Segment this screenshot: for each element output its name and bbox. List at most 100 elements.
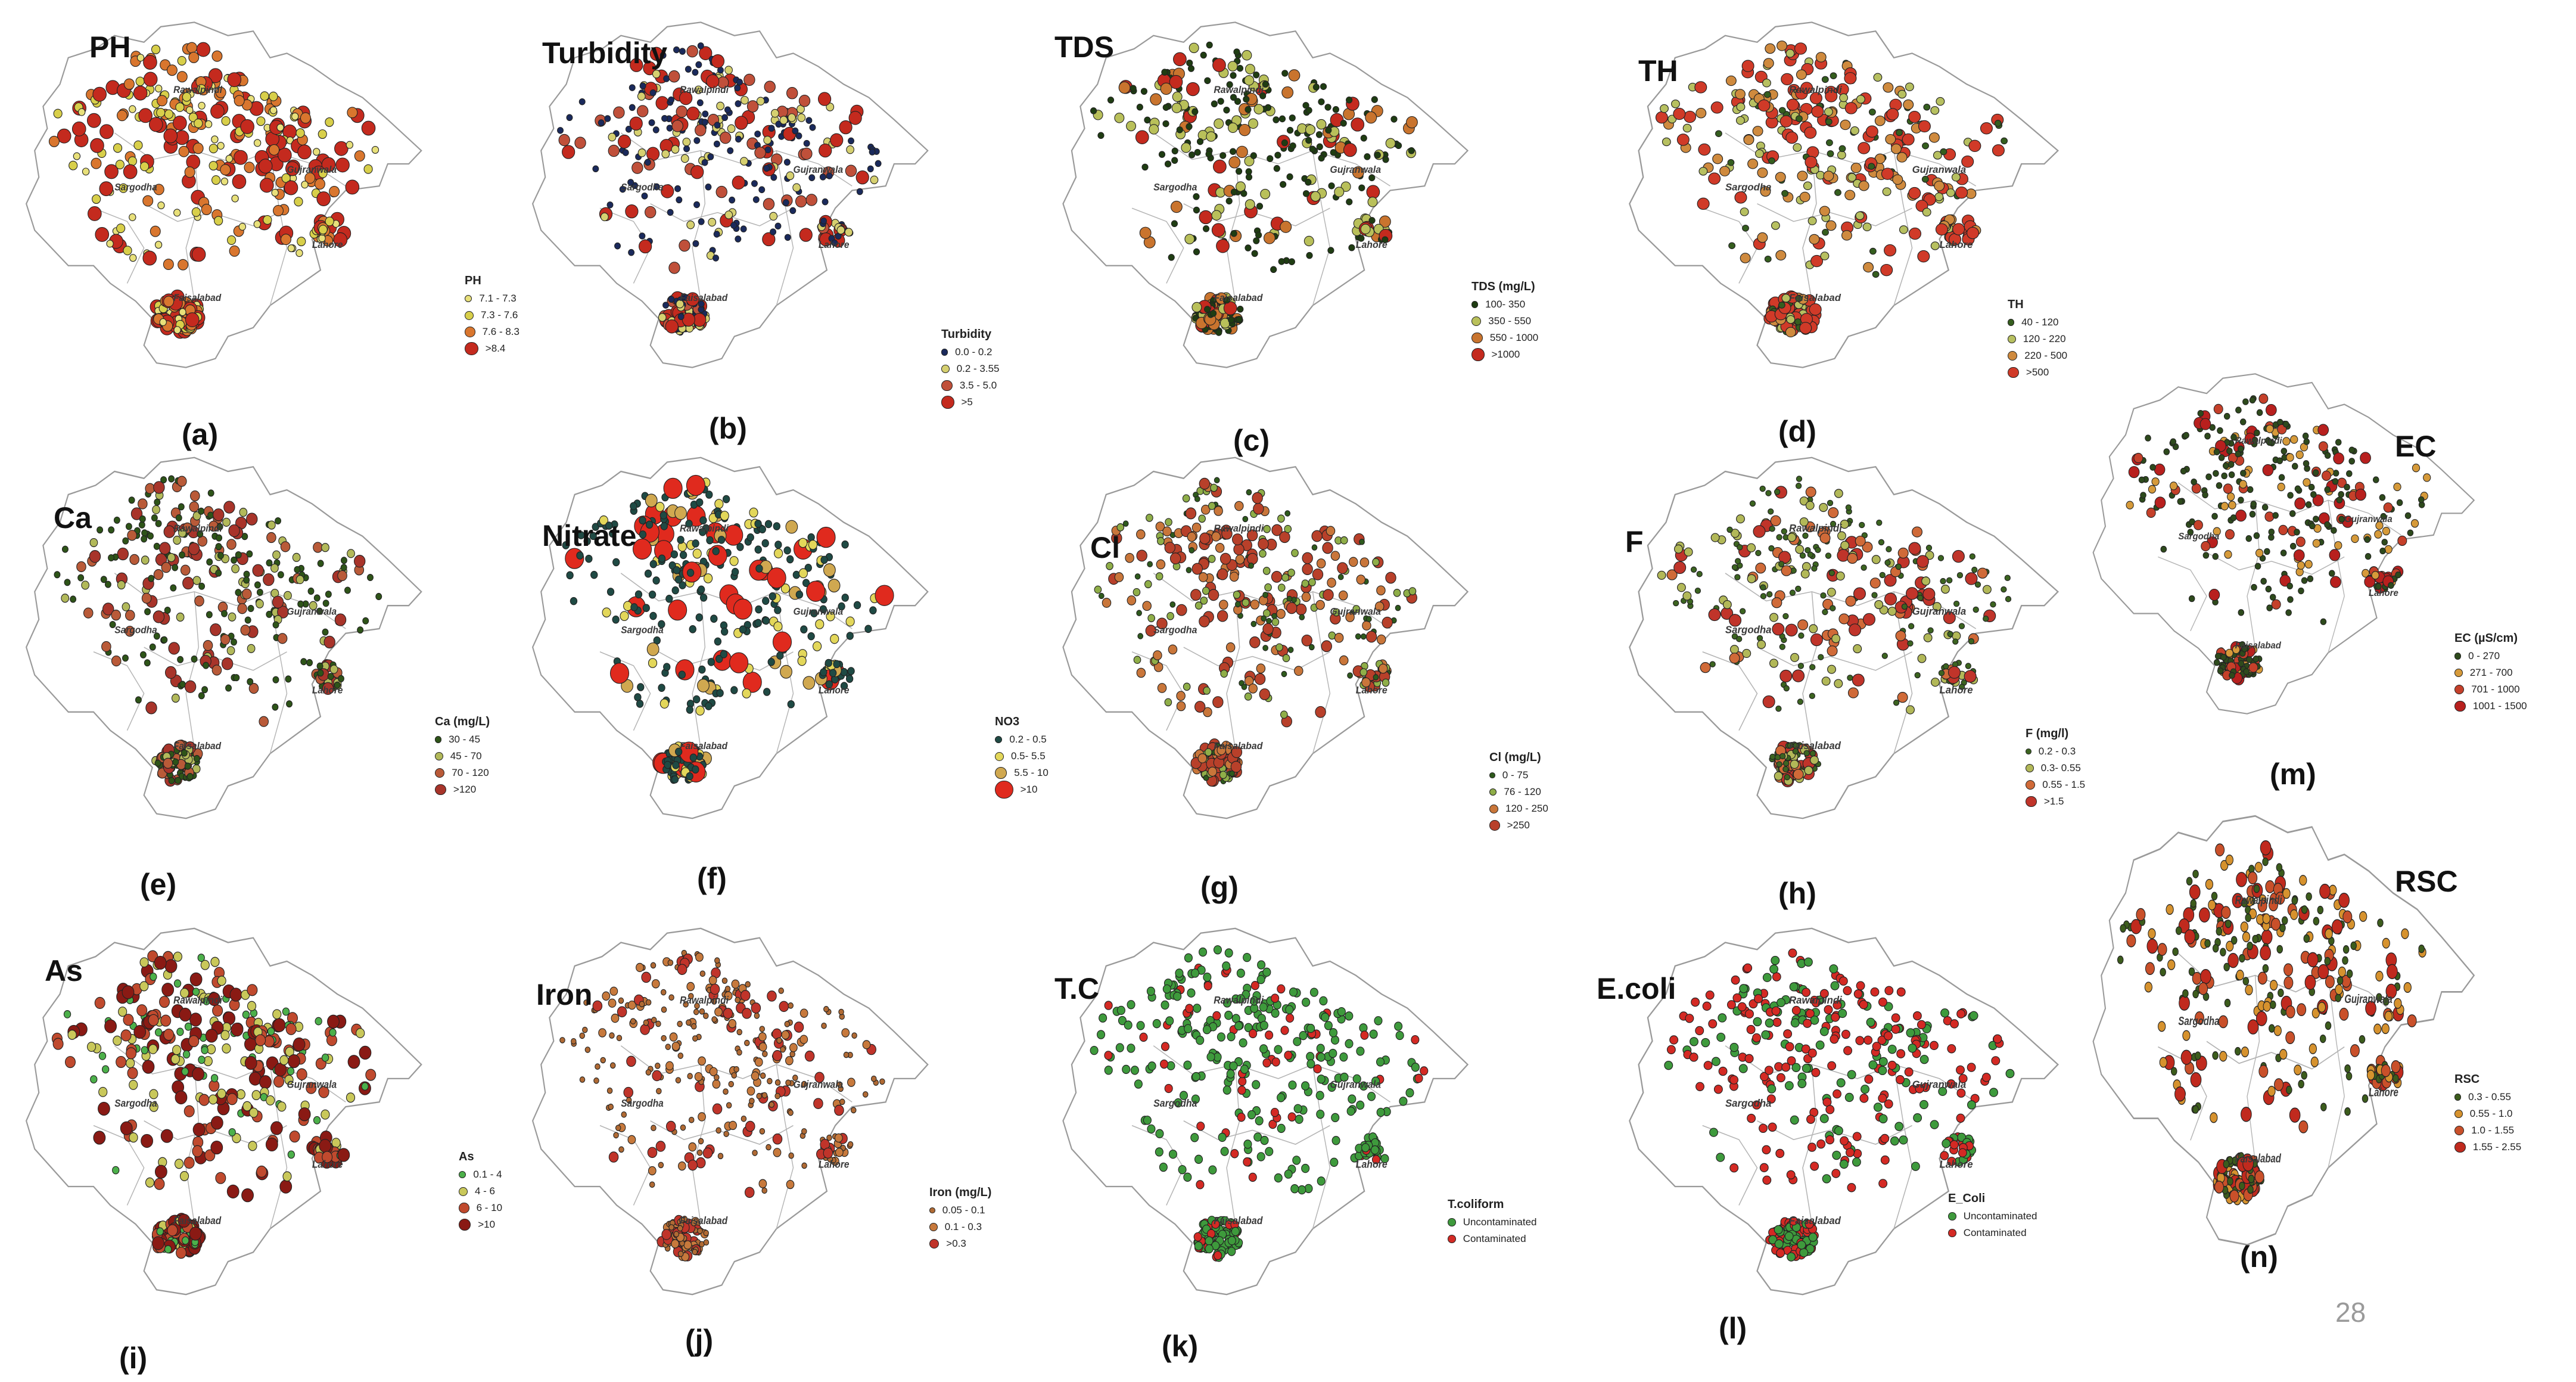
sample-point <box>1262 1058 1271 1068</box>
sample-point <box>652 1070 662 1082</box>
sample-point <box>1259 1020 1268 1030</box>
panel-label: (j) <box>685 1324 714 1357</box>
sample-point <box>1189 547 1195 554</box>
sample-point <box>1262 645 1268 651</box>
sample-point <box>1257 960 1266 970</box>
sample-point <box>2272 512 2279 519</box>
sample-point <box>784 234 791 241</box>
sample-point <box>1740 608 1746 614</box>
sample-point <box>1874 600 1884 610</box>
sample-point <box>1317 1074 1326 1084</box>
sample-point <box>371 145 379 154</box>
panel-title: Ca <box>54 501 92 535</box>
sample-point <box>1892 174 1903 185</box>
sample-point <box>2295 450 2304 459</box>
sample-point <box>1199 210 1213 225</box>
map-panel-m: Rawalpindi Sargodha Gujranwala Lahore Faisal… <box>2085 369 2562 791</box>
sample-point <box>1908 110 1921 123</box>
sample-point <box>769 592 776 601</box>
legend-label: 0 - 75 <box>1502 769 1529 781</box>
legend-title: Cl (mg/L) <box>1489 751 1541 764</box>
sample-point <box>626 1097 632 1104</box>
sample-point <box>90 1075 98 1084</box>
sample-point <box>181 749 188 757</box>
sample-point <box>1840 119 1851 131</box>
sample-point <box>1917 654 1927 663</box>
legend-label: 0.55 - 1.5 <box>2042 779 2086 790</box>
sample-point <box>1258 538 1269 550</box>
sample-point <box>760 1072 766 1079</box>
sample-point <box>1197 753 1208 763</box>
province-outline <box>531 456 929 819</box>
sample-point <box>1340 1072 1349 1082</box>
sample-point <box>1265 1030 1274 1040</box>
sample-point <box>217 552 224 560</box>
sample-point <box>1912 526 1923 538</box>
sample-point <box>1868 108 1876 116</box>
sample-point <box>1696 570 1703 577</box>
sample-point <box>269 144 280 156</box>
sample-point <box>1921 576 1931 586</box>
sample-point <box>1286 126 1294 134</box>
sample-point <box>1241 684 1247 690</box>
sample-point <box>244 616 251 624</box>
sample-point <box>235 551 242 559</box>
sample-point <box>2317 424 2329 436</box>
sample-point <box>1234 98 1242 105</box>
sample-point <box>313 542 323 553</box>
sample-point <box>686 569 695 577</box>
sample-point <box>149 1089 158 1100</box>
sample-point <box>1261 615 1267 622</box>
sample-point <box>297 600 304 608</box>
sample-point <box>2140 492 2146 499</box>
city-label: Sargodha <box>114 625 157 636</box>
legend-item: 0.05 - 0.1 <box>929 1202 991 1219</box>
sample-point <box>1781 190 1789 197</box>
sample-point <box>1825 552 1832 559</box>
sample-point <box>2289 510 2296 517</box>
sample-point <box>2264 548 2270 555</box>
sample-point <box>197 535 208 547</box>
city-label: Lahore <box>1940 685 1973 696</box>
sample-point <box>848 137 854 145</box>
sample-point <box>1925 551 1934 560</box>
sample-point <box>703 1229 709 1237</box>
sample-point <box>2276 457 2283 464</box>
sample-point <box>2329 549 2341 561</box>
sample-point <box>845 164 857 177</box>
sample-point <box>1385 138 1396 149</box>
sample-point <box>1779 753 1786 760</box>
sample-point <box>2251 583 2257 591</box>
sample-point <box>1184 1024 1193 1033</box>
sample-point <box>759 1026 766 1032</box>
legend-item: 5.5 - 10 <box>995 765 1049 781</box>
sample-point <box>1772 623 1785 636</box>
sample-point <box>95 227 110 242</box>
sample-point <box>347 1055 360 1069</box>
sample-point <box>1308 644 1315 651</box>
sample-point <box>2005 595 2012 603</box>
sample-point <box>1804 126 1817 139</box>
sample-point <box>172 1045 182 1055</box>
sample-point <box>2304 560 2313 569</box>
city-label: Sargodha <box>1725 625 1772 636</box>
sample-point <box>645 493 658 508</box>
sample-point <box>1233 544 1245 555</box>
sample-point <box>2217 427 2223 434</box>
sample-point <box>1884 244 1897 257</box>
sample-point <box>1908 623 1915 630</box>
sample-point <box>728 1080 735 1088</box>
sample-point <box>627 179 634 186</box>
sample-point <box>1873 73 1883 82</box>
sample-point <box>1708 172 1721 185</box>
sample-point <box>269 91 278 101</box>
sample-point <box>1122 1064 1131 1074</box>
sample-point <box>89 538 98 548</box>
sample-point <box>649 560 657 569</box>
sample-point <box>76 561 86 573</box>
sample-point <box>1155 1129 1164 1139</box>
sample-point <box>206 558 213 566</box>
sample-point <box>1156 617 1168 630</box>
sample-point <box>327 673 334 681</box>
sample-point <box>1853 644 1862 654</box>
